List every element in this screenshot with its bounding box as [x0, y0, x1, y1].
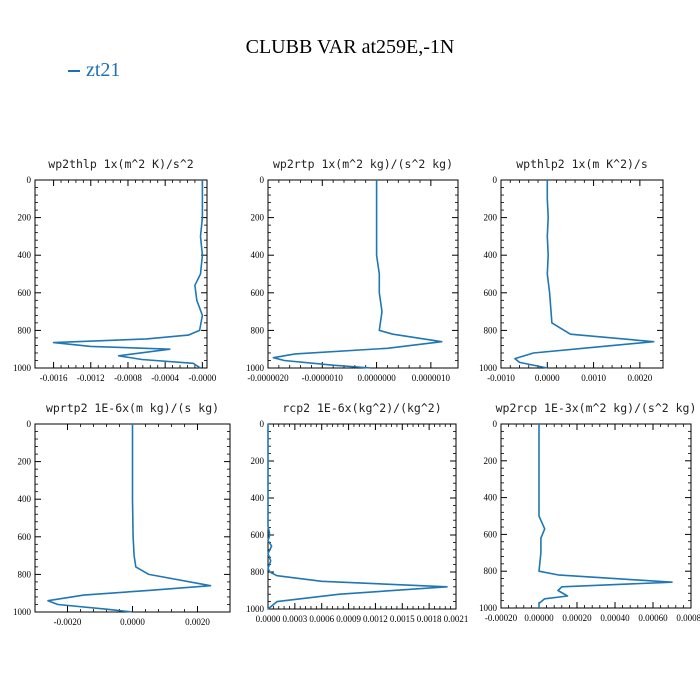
y-tick-label-5-1: 200 [484, 456, 498, 466]
x-tick-label-2-3: 0.0020 [627, 373, 652, 383]
y-tick-label-2-0: 0 [493, 175, 498, 185]
series-line-4-0 [267, 424, 448, 610]
plot-frame-5 [500, 423, 692, 609]
y-tick-label-2-5: 1000 [479, 363, 498, 373]
y-tick-label-1-2: 400 [251, 250, 265, 260]
y-tick-label-3-1: 200 [18, 457, 32, 467]
x-tick-label-4-6: 0.0018 [417, 614, 442, 624]
x-tick-label-3-2: 0.0020 [185, 617, 210, 627]
y-tick-label-0-5: 1000 [13, 363, 32, 373]
x-tick-label-2-0: -0.0010 [487, 373, 515, 383]
y-tick-label-5-5: 1000 [479, 603, 498, 613]
x-tick-label-0-4: -0.0000 [188, 373, 216, 383]
y-tick-label-0-1: 200 [18, 213, 32, 223]
y-tick-label-4-3: 600 [251, 530, 265, 540]
plot-frame-2 [500, 179, 664, 369]
x-tick-label-2-2: 0.0010 [581, 373, 606, 383]
y-tick-label-2-4: 800 [484, 325, 498, 335]
panel-title-2: wpthlp2 1x(m K^2)/s [516, 157, 648, 171]
plot-frame-4 [267, 423, 457, 610]
figure-title: CLUBB VAR at259E,-1N [245, 36, 455, 58]
y-tick-label-5-0: 0 [493, 419, 498, 429]
panel-title-5: wp2rcp 1E-3x(m^2 kg)/(s^2 kg) [496, 401, 697, 415]
series-line-5-0 [538, 424, 673, 608]
y-tick-label-2-2: 400 [484, 250, 498, 260]
x-tick-label-4-0: 0.0000 [256, 614, 281, 624]
legend: zt21 [68, 59, 120, 82]
x-tick-label-0-3: -0.0004 [151, 373, 179, 383]
x-tick-label-4-2: 0.0006 [309, 614, 334, 624]
x-tick-label-4-1: 0.0003 [282, 614, 307, 624]
x-tick-label-4-7: 0.0021 [444, 614, 469, 624]
y-tick-label-0-3: 600 [18, 288, 32, 298]
y-tick-label-4-1: 200 [251, 456, 265, 466]
y-tick-label-0-4: 800 [18, 325, 32, 335]
y-tick-label-1-5: 1000 [246, 363, 265, 373]
y-tick-label-3-3: 600 [18, 532, 32, 542]
panel-title-4: rcp2 1E-6x(kg^2)/(kg^2) [282, 401, 441, 415]
x-tick-label-4-5: 0.0015 [390, 614, 415, 624]
y-tick-label-5-3: 600 [484, 529, 498, 539]
y-tick-label-4-5: 1000 [246, 604, 265, 614]
series-line-1-0 [272, 180, 443, 369]
panel-title-0: wp2thlp 1x(m^2 K)/s^2 [48, 157, 193, 171]
y-tick-label-1-3: 600 [251, 288, 265, 298]
y-tick-label-3-4: 800 [18, 569, 32, 579]
legend-label: zt21 [86, 59, 121, 81]
x-tick-label-3-1: 0.0000 [120, 617, 145, 627]
legend-line-icon [68, 70, 80, 73]
x-tick-label-0-0: -0.0016 [40, 373, 68, 383]
x-tick-label-4-3: 0.0009 [336, 614, 361, 624]
y-tick-label-0-2: 400 [18, 250, 32, 260]
y-tick-label-2-1: 200 [484, 213, 498, 223]
x-tick-label-0-2: -0.0008 [114, 373, 142, 383]
y-tick-label-4-0: 0 [260, 419, 265, 429]
x-tick-label-1-3: 0.0000010 [412, 373, 451, 383]
x-tick-label-3-0: -0.0020 [54, 617, 82, 627]
plot-frame-0 [34, 179, 208, 369]
x-tick-label-0-1: -0.0012 [77, 373, 105, 383]
y-tick-label-2-3: 600 [484, 288, 498, 298]
panel-title-3: wprtp2 1E-6x(m kg)/(s kg) [46, 401, 219, 415]
series-line-2-0 [514, 180, 655, 369]
series-line-0-0 [52, 180, 204, 369]
y-tick-label-3-0: 0 [27, 419, 32, 429]
series-line-3-0 [47, 424, 212, 613]
y-tick-label-3-5: 1000 [13, 607, 32, 617]
y-tick-label-5-4: 800 [484, 566, 498, 576]
y-tick-label-4-2: 400 [251, 493, 265, 503]
y-tick-label-4-4: 800 [251, 567, 265, 577]
y-tick-label-1-0: 0 [260, 175, 265, 185]
x-tick-label-5-5: 0.00080 [676, 613, 700, 623]
x-tick-label-4-4: 0.0012 [363, 614, 388, 624]
x-tick-label-2-1: 0.0000 [535, 373, 560, 383]
y-tick-label-0-0: 0 [27, 175, 32, 185]
x-tick-label-5-4: 0.00060 [638, 613, 668, 623]
x-tick-label-5-3: 0.00040 [600, 613, 630, 623]
x-tick-label-1-2: 0.0000000 [357, 373, 396, 383]
x-tick-label-1-0: -0.0000020 [247, 373, 289, 383]
y-tick-label-1-1: 200 [251, 213, 265, 223]
panel-title-1: wp2rtp 1x(m^2 kg)/(s^2 kg) [273, 157, 453, 171]
y-tick-label-3-2: 400 [18, 494, 32, 504]
y-tick-label-5-2: 400 [484, 493, 498, 503]
y-tick-label-1-4: 800 [251, 325, 265, 335]
x-tick-label-1-1: -0.0000010 [302, 373, 344, 383]
x-tick-label-5-0: -0.00020 [485, 613, 518, 623]
x-tick-label-5-1: 0.00000 [524, 613, 554, 623]
x-tick-label-5-2: 0.00020 [562, 613, 592, 623]
